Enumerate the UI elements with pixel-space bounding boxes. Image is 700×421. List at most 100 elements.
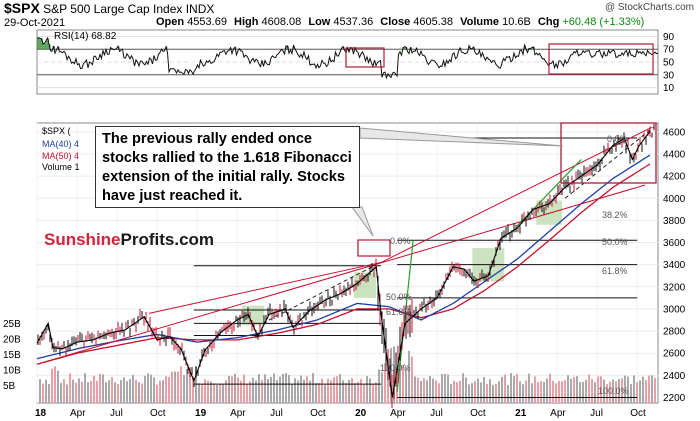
green-trendline-2020	[396, 240, 414, 392]
rsi-tick-label: 50	[663, 58, 675, 69]
volume-bar	[330, 380, 332, 403]
volume-bar	[63, 379, 65, 403]
volume-bar	[480, 382, 482, 403]
volume-bar	[567, 375, 569, 403]
volume-bar	[60, 383, 62, 403]
time-tick-label: Apr	[230, 408, 246, 419]
volume-bar	[378, 369, 380, 403]
volume-bar	[357, 381, 359, 403]
volume-bar	[249, 381, 251, 403]
price-tick-label: 3800	[663, 216, 686, 227]
volume-bar	[495, 383, 497, 403]
volume-bar	[450, 383, 452, 403]
volume-tick-label: 20B	[3, 335, 21, 346]
volume-bar	[486, 383, 488, 403]
ma40-line	[36, 154, 651, 360]
volume-bar	[210, 381, 212, 403]
volume-bar	[576, 376, 578, 403]
volume-bar	[366, 376, 368, 403]
volume-bar	[414, 376, 416, 403]
ticker: $SPX	[4, 0, 40, 16]
dashed-channel-2020	[268, 264, 377, 321]
fibonacci-lines	[193, 137, 638, 398]
volume-bar	[585, 379, 587, 403]
rsi-tick-label: 30	[663, 70, 675, 81]
volume-bar	[543, 381, 545, 403]
volume-bar	[483, 377, 485, 403]
volume-bar	[171, 371, 173, 403]
volume-bar	[513, 375, 515, 403]
volume-bar	[417, 377, 419, 403]
time-tick-label: 21	[515, 408, 527, 419]
time-axis-ticks: 18 Apr Jul Oct 19 Apr Jul Oct 20 Apr Jul Oct 21 Apr Ju…	[35, 408, 646, 419]
time-tick-label: Apr	[550, 408, 566, 419]
fib-label-100-a: 100.0%	[380, 363, 411, 373]
exchange: INDX	[185, 2, 215, 16]
volume-bar	[546, 378, 548, 403]
volume-bar	[39, 379, 41, 403]
volume-bar	[561, 381, 563, 403]
volume-axis-ticks: 25B 20B 15B 10B 5B	[3, 319, 21, 392]
volume-bar	[174, 371, 176, 403]
annotation-callout: The previous rally ended once stocks ral…	[95, 126, 360, 208]
price-tick-label: 4400	[663, 149, 686, 160]
volume-bar	[435, 380, 437, 403]
time-tick-label: Jul	[430, 408, 443, 419]
volume-bar	[462, 373, 464, 403]
volume-bar	[351, 378, 353, 403]
price-tick-label: 2600	[663, 349, 686, 360]
consolidation-zone	[536, 200, 562, 225]
volume-bar	[162, 380, 164, 403]
volume-bar	[651, 375, 653, 403]
volume-bar	[519, 381, 521, 403]
volume-bar	[255, 380, 257, 403]
volume-bar	[528, 373, 530, 403]
volume-bar	[588, 374, 590, 403]
volume-bar	[126, 381, 128, 403]
volume-bar	[432, 378, 434, 403]
fib-label-382-b: 38.2%	[602, 210, 628, 220]
price-tick-label: 3400	[663, 260, 686, 271]
consolidation-zones	[241, 200, 562, 326]
volume-bar	[537, 382, 539, 403]
volume-bar	[492, 384, 494, 403]
ma50-line	[36, 163, 651, 365]
volume-bar	[45, 379, 47, 403]
volume-bar	[165, 376, 167, 403]
volume-bar	[282, 374, 284, 403]
brand-watermark: SunshineProfits.com	[44, 230, 214, 250]
volume-bar	[645, 380, 647, 403]
volume-bar	[558, 381, 560, 403]
volume-bar	[423, 378, 425, 403]
volume-bar	[312, 373, 314, 403]
close-value: 4605.38	[413, 16, 454, 28]
volume-bar	[426, 380, 428, 403]
volume-bars	[39, 346, 656, 403]
volume-bar	[117, 383, 119, 403]
volume-bar	[243, 374, 245, 403]
volume-bar	[264, 374, 266, 403]
volume-bar	[339, 374, 341, 403]
volume-bar	[219, 383, 221, 403]
volume-bar	[615, 381, 617, 403]
volume-bar	[204, 379, 206, 403]
volume-bar	[600, 376, 602, 403]
volume-bar	[549, 373, 551, 403]
price-tick-label: 2200	[663, 393, 686, 404]
volume-bar	[471, 383, 473, 403]
volume-bar	[189, 367, 191, 403]
price-tick-label: 4200	[663, 172, 686, 183]
volume-bar	[225, 380, 227, 403]
volume-bar	[525, 380, 527, 403]
volume-bar	[78, 378, 80, 403]
volume-bar	[630, 383, 632, 403]
volume-bar	[84, 373, 86, 403]
volume-bar	[333, 377, 335, 403]
volume-bar	[372, 383, 374, 403]
volume-tick-label: 15B	[3, 350, 21, 361]
volume-bar	[42, 383, 44, 403]
volume-bar	[411, 356, 413, 403]
volume-bar	[456, 382, 458, 403]
volume-bar	[390, 348, 392, 403]
volume-bar	[540, 381, 542, 403]
